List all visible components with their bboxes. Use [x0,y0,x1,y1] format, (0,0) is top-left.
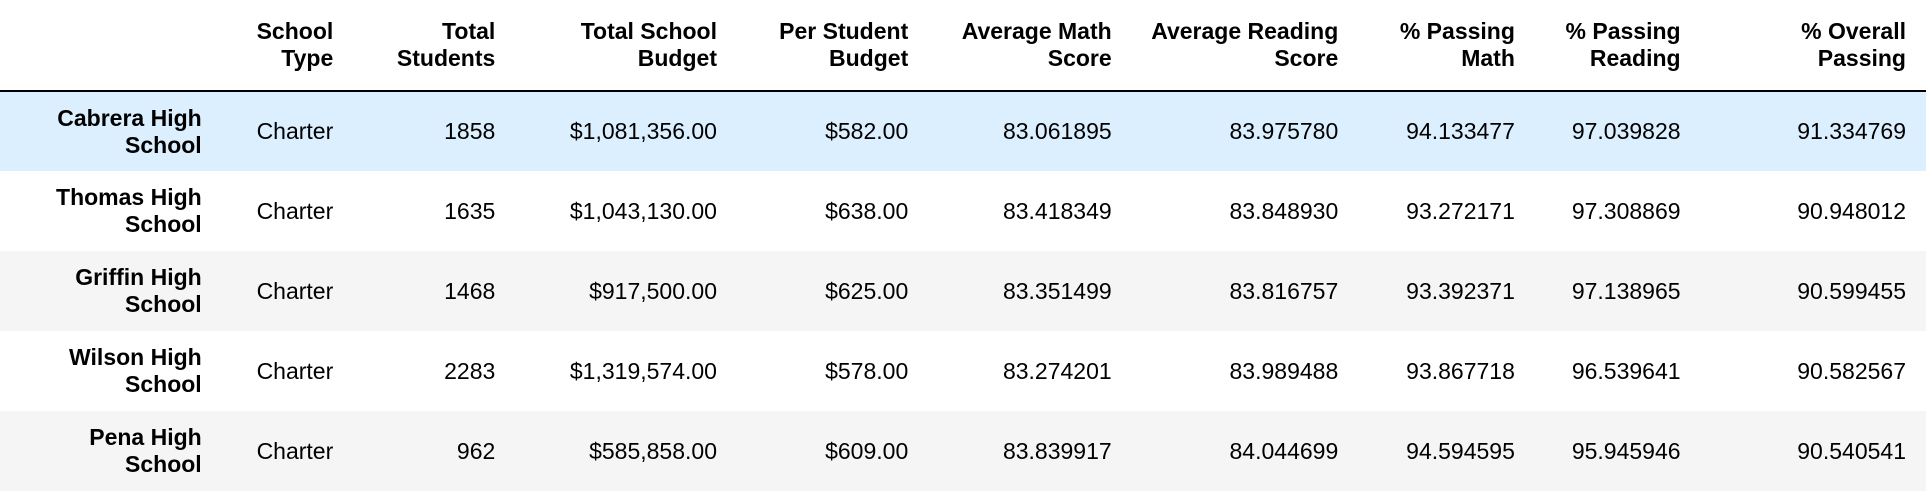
column-header-total-students: Total Students [353,0,516,92]
cell-average-math-score: 83.418349 [1002,197,1112,224]
cell-percent-passing-reading: 95.945946 [1571,437,1681,464]
cell-total-students: 1858 [444,118,496,144]
cell-total-students: 962 [456,437,496,464]
cell-total-school-budget: $1,319,574.00 [569,357,717,384]
table-row: Thomas High School Charter 1635 $1,043,13… [0,171,1926,251]
cell-percent-passing-reading: 97.308869 [1571,197,1681,224]
cell-school-type: Charter [256,197,334,224]
cell-percent-passing-math: 94.594595 [1406,437,1515,464]
cell-average-math-score: 83.274201 [1002,357,1112,384]
cell-percent-overall-passing: 91.334769 [1797,118,1906,144]
column-header-average-reading-score: Average Reading Score [1131,0,1359,92]
column-header-average-math-score: Average Math Score [928,0,1132,92]
column-header-percent-passing-reading: % Passing Reading [1534,0,1701,92]
table-row: Wilson High School Charter 2283 $1,319,57… [0,331,1926,411]
cell-percent-overall-passing: 90.948012 [1797,197,1906,224]
table-body: Cabrera High School Charter 1858 $1,081,3… [0,91,1926,491]
cell-total-students: 1635 [444,197,496,224]
cell-percent-passing-reading: 97.039828 [1571,118,1681,144]
cell-percent-passing-reading: 96.539641 [1571,357,1681,384]
cell-total-school-budget: $1,081,356.00 [569,118,717,144]
column-header-school-type: School Type [221,0,354,92]
cell-total-students: 1468 [444,277,496,304]
cell-total-students: 2283 [444,357,496,384]
cell-percent-passing-math: 93.867718 [1406,357,1515,384]
cell-average-reading-score: 83.816757 [1229,277,1339,304]
cell-percent-passing-reading: 97.138965 [1571,277,1681,304]
column-header-percent-passing-math: % Passing Math [1358,0,1535,92]
cell-average-reading-score: 84.044699 [1229,437,1339,464]
cell-school-type: Charter [256,357,334,384]
cell-average-reading-score: 83.989488 [1229,357,1339,384]
table-header: School Type Total Students Total School Bud… [0,0,1926,92]
column-header-percent-overall-passing: % Overall Passing [1700,0,1926,92]
cell-per-student-budget: $578.00 [825,357,909,384]
cell-percent-passing-math: 94.133477 [1406,118,1515,144]
column-header-per-student-budget: Per Student Budget [736,0,929,92]
table-row: Cabrera High School Charter 1858 $1,081,3… [0,91,1926,171]
column-header-total-school-budget: Total School Budget [515,0,737,92]
cell-average-reading-score: 83.975780 [1229,118,1339,144]
cell-average-reading-score: 83.848930 [1229,197,1339,224]
row-index-cell: Wilson High School [69,344,202,397]
corner-header-cell [0,0,222,92]
cell-school-type: Charter [256,277,334,304]
cell-per-student-budget: $625.00 [825,277,909,304]
cell-average-math-score: 83.839917 [1002,437,1112,464]
cell-percent-passing-math: 93.272171 [1406,197,1515,224]
cell-percent-passing-math: 93.392371 [1406,277,1515,304]
row-index-cell: Thomas High School [56,184,202,237]
cell-per-student-budget: $582.00 [825,118,909,144]
cell-percent-overall-passing: 90.599455 [1797,277,1906,304]
cell-percent-overall-passing: 90.540541 [1797,437,1906,464]
cell-average-math-score: 83.061895 [1002,118,1112,144]
header-row: School Type Total Students Total School Bud… [0,0,1926,92]
cell-percent-overall-passing: 90.582567 [1797,357,1906,384]
cell-school-type: Charter [256,118,334,144]
cell-total-school-budget: $585,858.00 [589,437,717,464]
cell-per-student-budget: $638.00 [825,197,909,224]
cell-total-school-budget: $917,500.00 [589,277,717,304]
row-index-cell: Pena High School [89,424,202,477]
row-index-cell: Cabrera High School [57,104,202,158]
cell-average-math-score: 83.351499 [1002,277,1112,304]
row-index-cell: Griffin High School [75,264,202,317]
table-row: Pena High School Charter 962 $585,858.00 … [0,411,1926,491]
cell-total-school-budget: $1,043,130.00 [569,197,717,224]
cell-school-type: Charter [256,437,334,464]
cell-per-student-budget: $609.00 [825,437,909,464]
table-row: Griffin High School Charter 1468 $917,500… [0,251,1926,331]
